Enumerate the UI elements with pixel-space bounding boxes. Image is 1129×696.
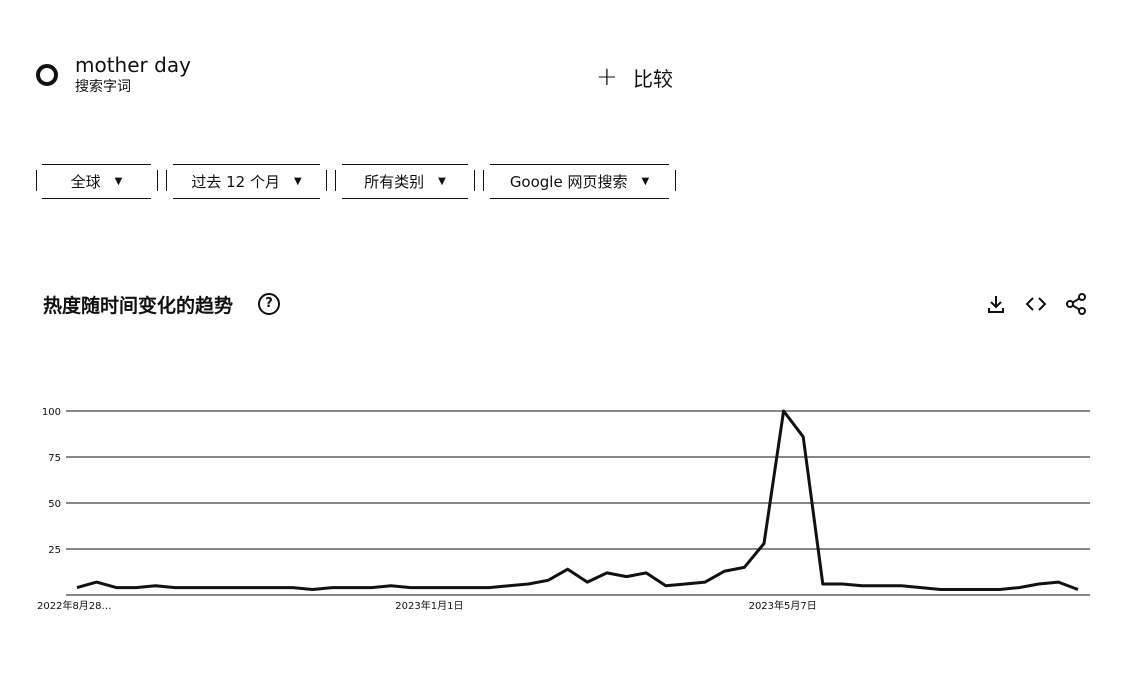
x-tick-label: 2022年8月28… [37,599,112,612]
time-filter-label: 过去 12 个月 [191,173,280,191]
caret-down-icon: ▼ [641,176,650,187]
trend-chart: 100 75 50 25 2022年8月28… 2023年1月1日 2023年5月7日 [37,407,1090,612]
embed-icon[interactable] [1024,292,1048,316]
region-filter[interactable]: 全球 ▼ [42,164,151,199]
divider [166,170,167,191]
caret-down-icon: ▼ [293,176,302,187]
divider [474,170,475,191]
x-tick-label: 2023年5月7日 [749,599,817,612]
divider [483,170,484,191]
x-tick-label: 2023年1月1日 [395,599,463,612]
caret-down-icon: ▼ [438,176,446,187]
region-filter-label: 全球 [70,173,101,191]
plus-icon: + [596,62,618,92]
help-icon[interactable]: ? [258,293,280,315]
time-filter[interactable]: 过去 12 个月 ▼ [173,164,320,199]
divider [326,170,327,191]
category-filter[interactable]: 所有类别 ▼ [342,164,468,199]
divider [36,170,37,191]
series-line [76,409,1079,591]
share-icon[interactable] [1064,292,1088,316]
y-tick-label: 75 [48,453,61,464]
divider [675,170,676,191]
category-filter-label: 所有类别 [364,173,425,191]
divider [157,170,158,191]
search-term[interactable]: mother day 搜索字词 [36,52,191,96]
search-term-name[interactable]: mother day [75,53,191,77]
series-marker-icon [36,64,58,86]
compare-label: 比较 [633,66,673,91]
y-tick-label: 100 [42,407,61,418]
search-type-filter-label: Google 网页搜索 [509,173,628,191]
y-tick-label: 50 [48,499,61,510]
compare-button[interactable]: + 比较 [596,62,673,92]
chart-title: 热度随时间变化的趋势 [43,295,234,317]
caret-down-icon: ▼ [114,176,123,187]
divider [335,170,336,191]
y-tick-label: 25 [48,545,61,556]
download-icon[interactable] [984,292,1008,316]
search-type-filter[interactable]: Google 网页搜索 ▼ [490,164,669,199]
search-term-subtitle: 搜索字词 [75,79,131,95]
